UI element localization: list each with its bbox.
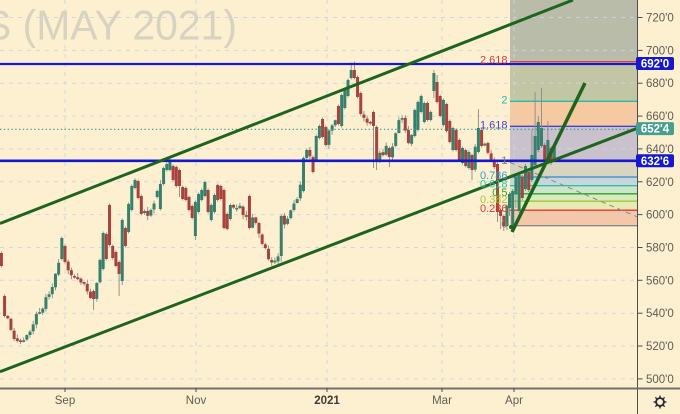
svg-text:500'0: 500'0 [646,374,674,386]
svg-text:632'6: 632'6 [641,156,669,168]
svg-text:660'0: 660'0 [646,111,674,123]
svg-text:1.618: 1.618 [480,119,508,131]
svg-text:580'0: 580'0 [646,243,674,255]
svg-text:600'0: 600'0 [646,210,674,222]
svg-text:1: 1 [501,155,507,167]
svg-text:Sep: Sep [55,395,75,407]
svg-text:Apr: Apr [505,395,523,407]
svg-text:652'4: 652'4 [641,124,670,136]
svg-text:Nov: Nov [186,395,207,407]
svg-text:0.618: 0.618 [480,179,508,191]
svg-text:560'0: 560'0 [646,275,674,287]
svg-text:692'0: 692'0 [641,59,669,71]
svg-text:700'0: 700'0 [646,45,674,57]
svg-text:0.236: 0.236 [480,203,508,215]
svg-text:2021: 2021 [314,395,340,407]
svg-text:0.786: 0.786 [480,170,508,182]
svg-text:640'0: 640'0 [646,144,674,156]
svg-text:680'0: 680'0 [646,78,674,90]
svg-text:720'0: 720'0 [646,13,674,25]
svg-text:S (MAY 2021): S (MAY 2021) [0,2,237,49]
svg-text:0: 0 [501,219,507,231]
svg-text:520'0: 520'0 [646,341,674,353]
svg-text:2: 2 [501,94,507,106]
svg-text:0.382: 0.382 [480,194,508,206]
svg-text:0.5: 0.5 [492,187,507,199]
svg-text:Mar: Mar [432,395,452,407]
svg-text:540'0: 540'0 [646,308,674,320]
svg-text:2.618: 2.618 [480,55,508,67]
svg-text:620'0: 620'0 [646,177,674,189]
